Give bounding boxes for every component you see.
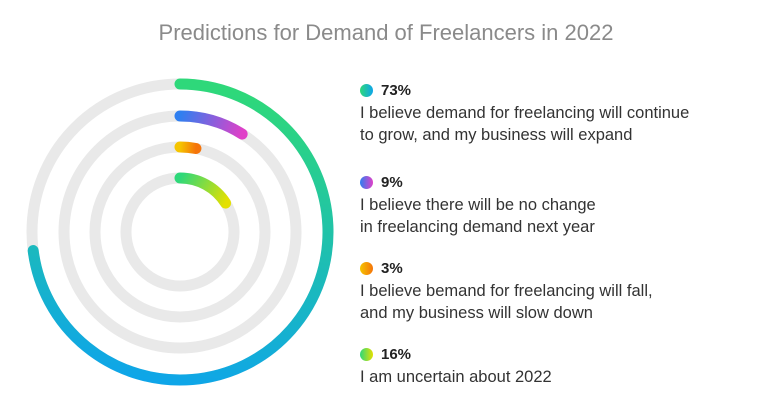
legend-value: 3% bbox=[381, 259, 403, 277]
legend-label-line: I believe bemand for freelancing will fa… bbox=[360, 282, 653, 300]
legend-label-line: in freelancing demand next year bbox=[360, 218, 595, 236]
legend-swatch bbox=[360, 347, 373, 361]
legend-label-line: I believe there will be no change bbox=[360, 196, 596, 214]
legend-label: I believe demand for freelancing will co… bbox=[360, 102, 689, 146]
legend-swatch bbox=[360, 261, 373, 275]
legend-label-line: I am uncertain about 2022 bbox=[360, 368, 552, 386]
legend-item: 16% I am uncertain about 2022 bbox=[360, 344, 552, 388]
legend-label-line: I believe demand for freelancing will co… bbox=[360, 104, 690, 122]
legend-item: 3% I believe bemand for freelancing will … bbox=[360, 258, 653, 324]
legend-value: 9% bbox=[381, 173, 403, 191]
legend-swatch bbox=[360, 175, 373, 189]
legend-head: 16% bbox=[360, 344, 552, 364]
ring-arc-3 bbox=[174, 141, 202, 155]
legend-label: I am uncertain about 2022 bbox=[360, 366, 552, 388]
ring-arc-16 bbox=[174, 172, 232, 209]
legend-label: I believe bemand for freelancing will fa… bbox=[360, 280, 653, 324]
legend-head: 9% bbox=[360, 172, 596, 192]
chart-title: Predictions for Demand of Freelancers in… bbox=[158, 20, 614, 45]
legend-value: 73% bbox=[381, 81, 412, 99]
legend-head: 73% bbox=[360, 80, 689, 100]
legend-swatch bbox=[360, 83, 373, 97]
ring-arc-9 bbox=[174, 110, 248, 140]
legend-head: 3% bbox=[360, 258, 653, 278]
legend-label: I believe there will be no change in free… bbox=[360, 194, 596, 238]
legend-item: 9% I believe there will be no change in fr… bbox=[360, 172, 596, 238]
ring-arc-73 bbox=[27, 78, 334, 386]
legend-label-line: and my business will slow down bbox=[360, 304, 593, 322]
legend-label-line: to grow, and my business will expand bbox=[360, 126, 633, 144]
radial-bar-chart bbox=[26, 78, 334, 386]
legend-value: 16% bbox=[381, 345, 412, 363]
legend-item: 73% I believe demand for freelancing will… bbox=[360, 80, 689, 146]
